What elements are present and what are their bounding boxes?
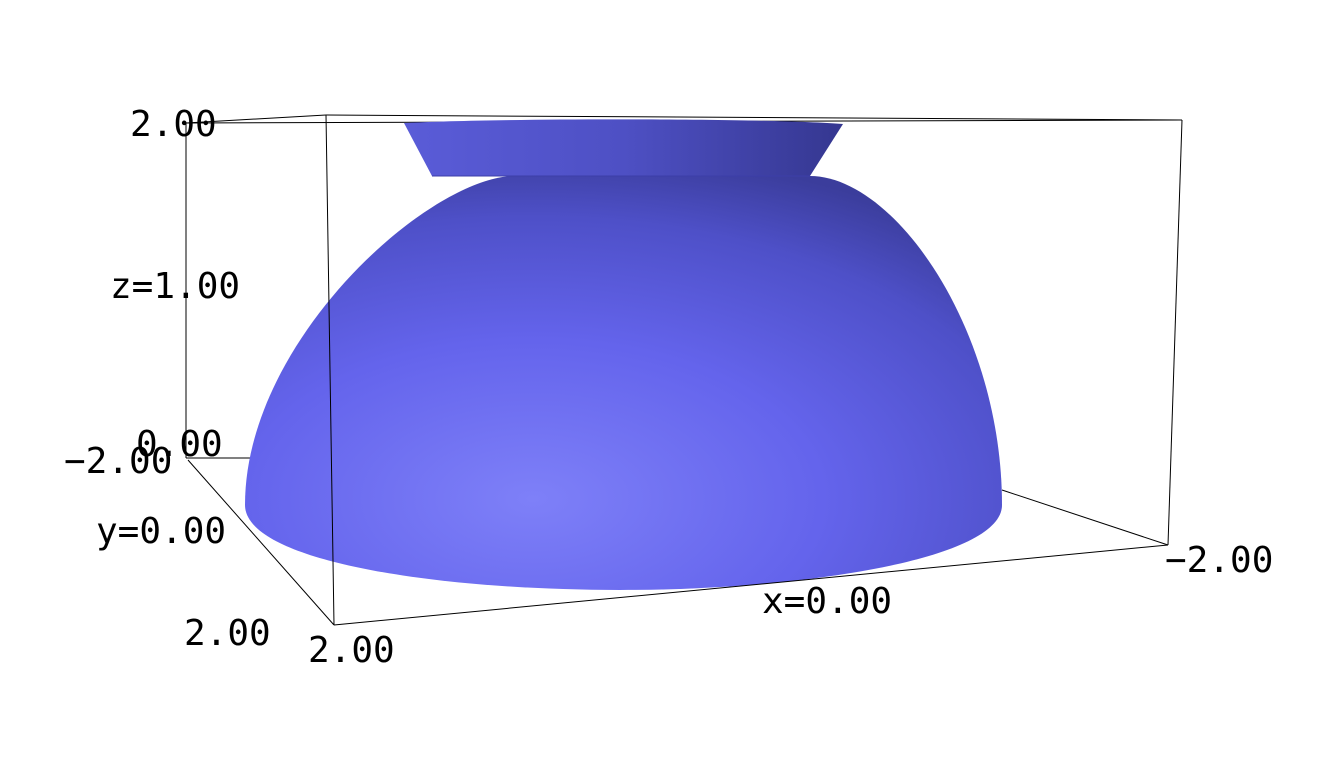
z-min-tick-label: 0.00: [136, 424, 223, 465]
surface-mesh[interactable]: [245, 119, 1002, 590]
y-min-tick-label: −2.00: [64, 441, 172, 482]
frustum-collar-surface[interactable]: [404, 119, 843, 176]
bounding-box-front: [185, 114, 1183, 626]
box-edge: [185, 114, 327, 124]
z-axis-label: z=1.00: [110, 266, 240, 307]
box-edge: [325, 114, 1183, 121]
x-min-tick-label: 2.00: [308, 630, 395, 671]
box-edge: [187, 459, 335, 626]
x-max-tick-label: −2.00: [1165, 540, 1273, 581]
box-edge: [325, 114, 335, 626]
x-axis-label: x=0.00: [762, 581, 892, 622]
y-max-tick-label: 2.00: [184, 613, 271, 654]
z-max-tick-label: 2.00: [130, 104, 217, 145]
hemisphere-surface[interactable]: [245, 176, 1002, 590]
box-edge: [333, 544, 1169, 626]
y-axis-label: y=0.00: [96, 511, 226, 552]
box-edge: [1001, 489, 1169, 546]
box-edge: [1167, 119, 1183, 546]
